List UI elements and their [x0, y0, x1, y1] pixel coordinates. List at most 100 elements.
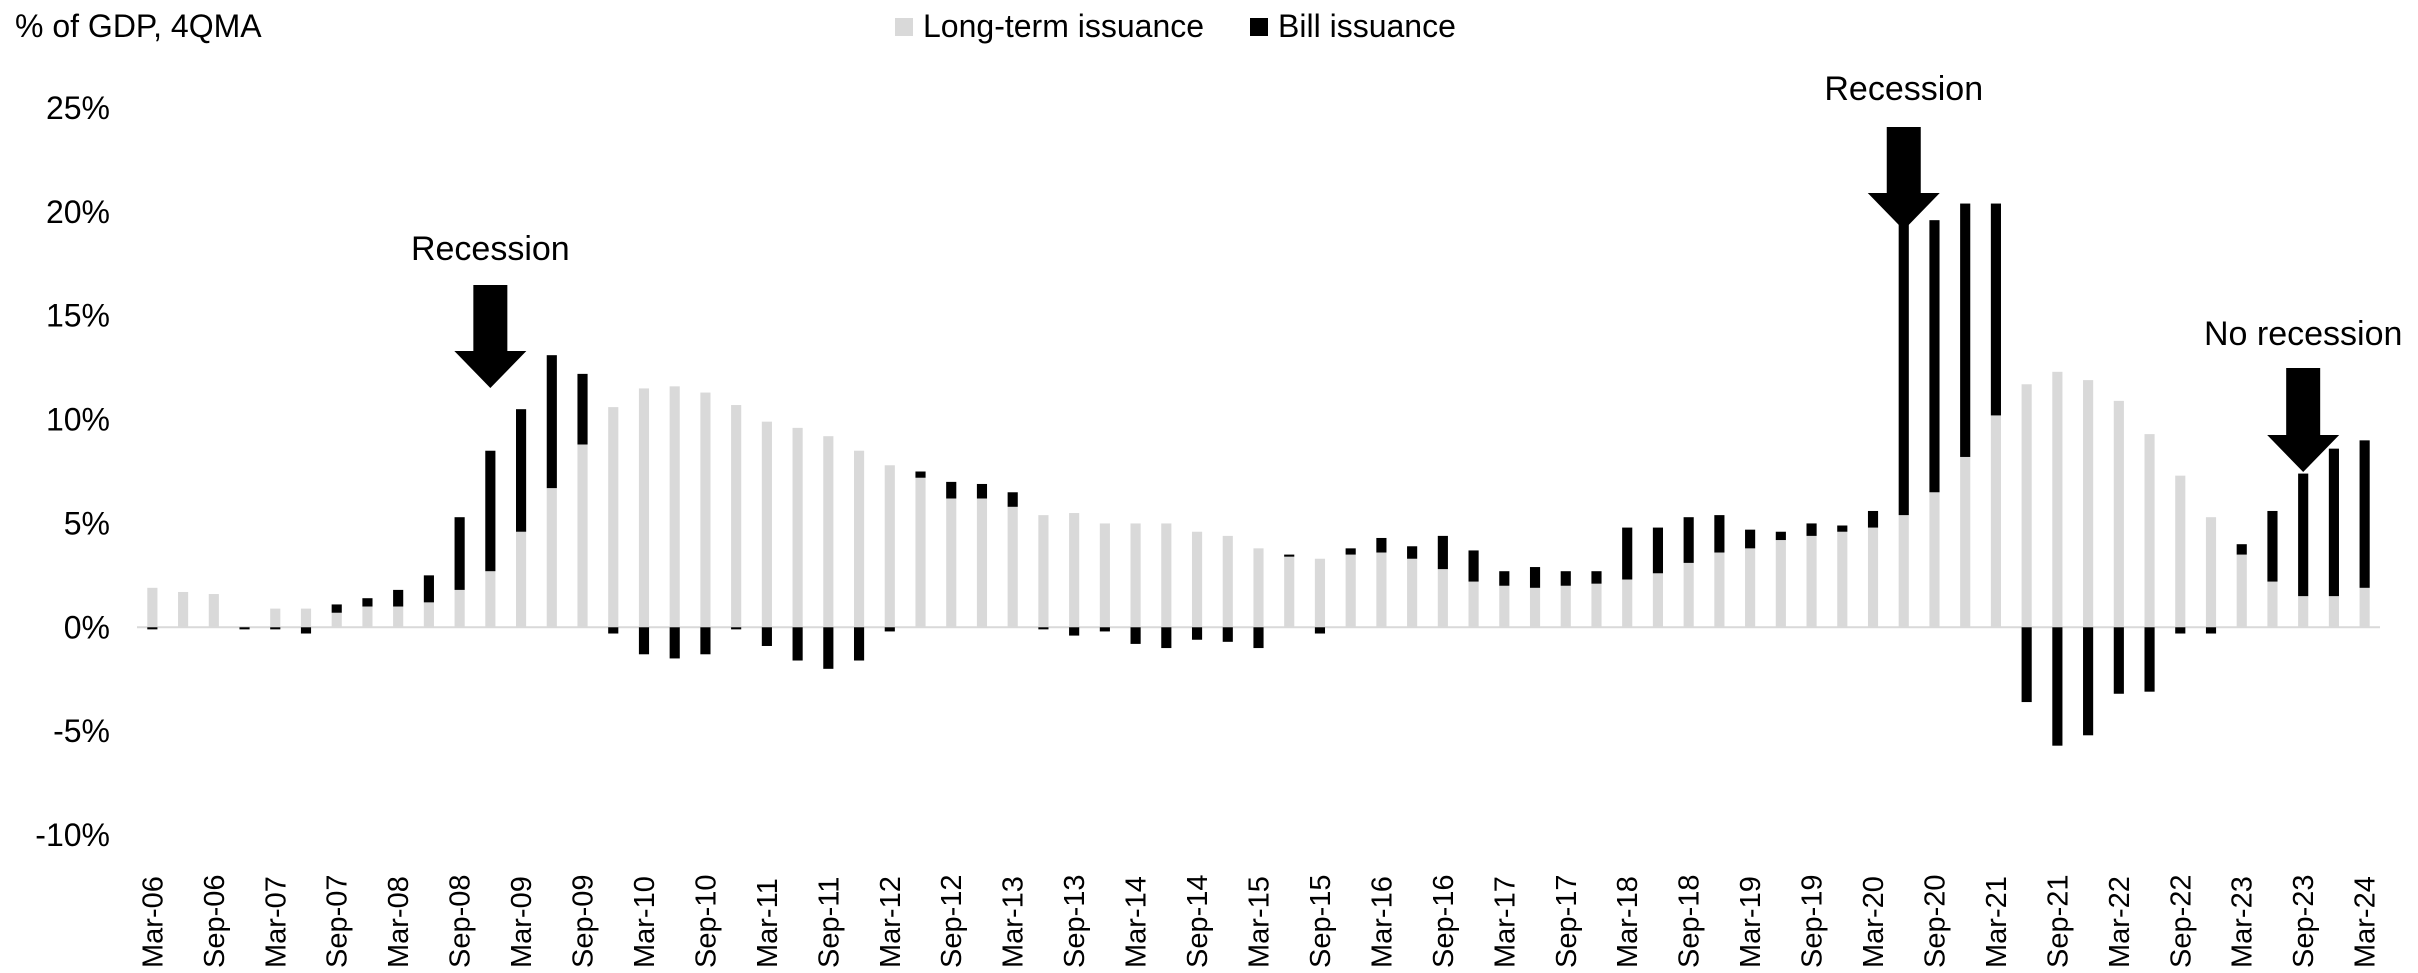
x-tick-label: Sep-12 [936, 874, 968, 968]
x-tick-label: Sep-17 [1551, 874, 1583, 968]
bar-long-term [1007, 506, 1018, 628]
bar-bill [1591, 571, 1602, 584]
x-tick-label: Sep-19 [1797, 874, 1829, 968]
bar-bill [1130, 627, 1141, 644]
x-tick-label: Mar-22 [2104, 876, 2136, 968]
bar-long-term [423, 602, 434, 628]
bar-long-term [577, 444, 588, 628]
bar-long-term [516, 531, 527, 628]
x-tick-label: Sep-08 [445, 874, 477, 968]
bar-bill [147, 627, 158, 630]
bar-long-term [208, 594, 219, 628]
bar-bill [792, 627, 803, 661]
bar-long-term [946, 498, 957, 628]
bar-bill [1437, 535, 1448, 570]
x-tick-label: Sep-07 [322, 874, 354, 968]
bar-bill [1683, 517, 1694, 563]
bar-long-term [1867, 527, 1879, 628]
bar-long-term [2298, 596, 2309, 628]
bar-long-term [1284, 556, 1295, 628]
bar-bill [1007, 492, 1018, 507]
bar-long-term [638, 388, 650, 628]
bar-long-term [1345, 554, 1356, 628]
legend-swatch-bill [1250, 17, 1269, 36]
annotation-label: No recession [2204, 315, 2402, 353]
bar-bill [2113, 627, 2124, 694]
bar-bill [423, 575, 434, 603]
bar-bill [1560, 571, 1571, 586]
legend-item-bill: Bill issuance [1250, 8, 1456, 45]
annotation: No recession [2204, 315, 2402, 472]
bar-long-term [1652, 573, 1664, 628]
y-tick-label: 10% [46, 402, 110, 438]
x-tick-label: Mar-10 [629, 876, 661, 968]
bar-bill [1775, 531, 1786, 541]
down-arrow-icon [454, 285, 527, 388]
x-tick-label: Mar-24 [2350, 876, 2382, 968]
bar-long-term [1929, 492, 1940, 628]
bar-bill [1745, 529, 1756, 549]
y-tick-label: 25% [46, 90, 110, 126]
x-tick-label: Sep-15 [1305, 874, 1337, 968]
bar-long-term [178, 591, 189, 628]
bar-bill [1714, 515, 1725, 553]
bar-long-term [546, 488, 557, 628]
x-tick-label: Mar-16 [1366, 876, 1398, 968]
bar-bill [976, 483, 988, 499]
bar-long-term [1622, 579, 1633, 628]
x-tick-label: Mar-13 [998, 876, 1030, 968]
bar-bill [270, 627, 281, 630]
bar-long-term [1437, 569, 1448, 628]
bar-bill [1929, 220, 1940, 493]
bar-bill [761, 627, 772, 646]
bar-long-term [1683, 562, 1694, 628]
bar-bill [608, 627, 619, 634]
x-tick-label: Sep-16 [1428, 874, 1460, 968]
y-axis-title: % of GDP, 4QMA [15, 8, 262, 44]
bar-long-term [1130, 523, 1141, 628]
bar-bill [2236, 544, 2247, 555]
bar-bill [946, 481, 957, 499]
bar-long-term [2052, 371, 2063, 628]
bar-long-term [1038, 515, 1049, 628]
x-tick-label: Sep-09 [568, 874, 600, 968]
down-arrow-icon [2267, 368, 2340, 472]
bar-bill [393, 589, 404, 607]
bar-bill [2328, 448, 2339, 597]
bar-bill [731, 627, 742, 630]
legend-item-long-term: Long-term issuance [895, 8, 1204, 45]
bar-long-term [731, 405, 742, 628]
bar-long-term [1898, 515, 1909, 628]
bar-bill [2298, 473, 2309, 597]
bar-bill [1960, 203, 1971, 457]
bar-long-term [393, 606, 404, 628]
x-tick-label: Mar-07 [260, 876, 292, 968]
y-tick-label: 0% [64, 609, 110, 645]
bar-bill [1038, 627, 1049, 630]
bar-bill [2267, 510, 2278, 582]
y-tick-label: 15% [46, 298, 110, 334]
bar-long-term [1529, 587, 1541, 628]
x-tick-label: Mar-23 [2227, 876, 2259, 968]
bar-long-term [1591, 583, 1602, 628]
bar-long-term [608, 407, 619, 628]
bar-bill [2021, 627, 2032, 703]
x-tick-label: Mar-15 [1244, 876, 1276, 968]
x-tick-label: Sep-22 [2165, 874, 2197, 968]
bar-long-term [1191, 531, 1203, 628]
bar-bill [239, 627, 250, 630]
bar-bill [669, 627, 680, 659]
annotation: Recession [1824, 70, 1983, 230]
x-tick-label: Sep-20 [1919, 874, 1951, 968]
bar-bill [1468, 550, 1479, 582]
bar-bill [2205, 627, 2217, 634]
bar-bill [1990, 203, 2001, 416]
x-tick-label: Mar-14 [1121, 876, 1153, 968]
x-tick-label: Sep-11 [813, 877, 845, 968]
bar-long-term [2236, 554, 2247, 628]
y-tick-label: 20% [46, 194, 110, 230]
x-tick-label: Sep-21 [2042, 874, 2074, 968]
legend-swatch-long-term [895, 17, 913, 36]
y-tick-label: -5% [53, 713, 110, 749]
